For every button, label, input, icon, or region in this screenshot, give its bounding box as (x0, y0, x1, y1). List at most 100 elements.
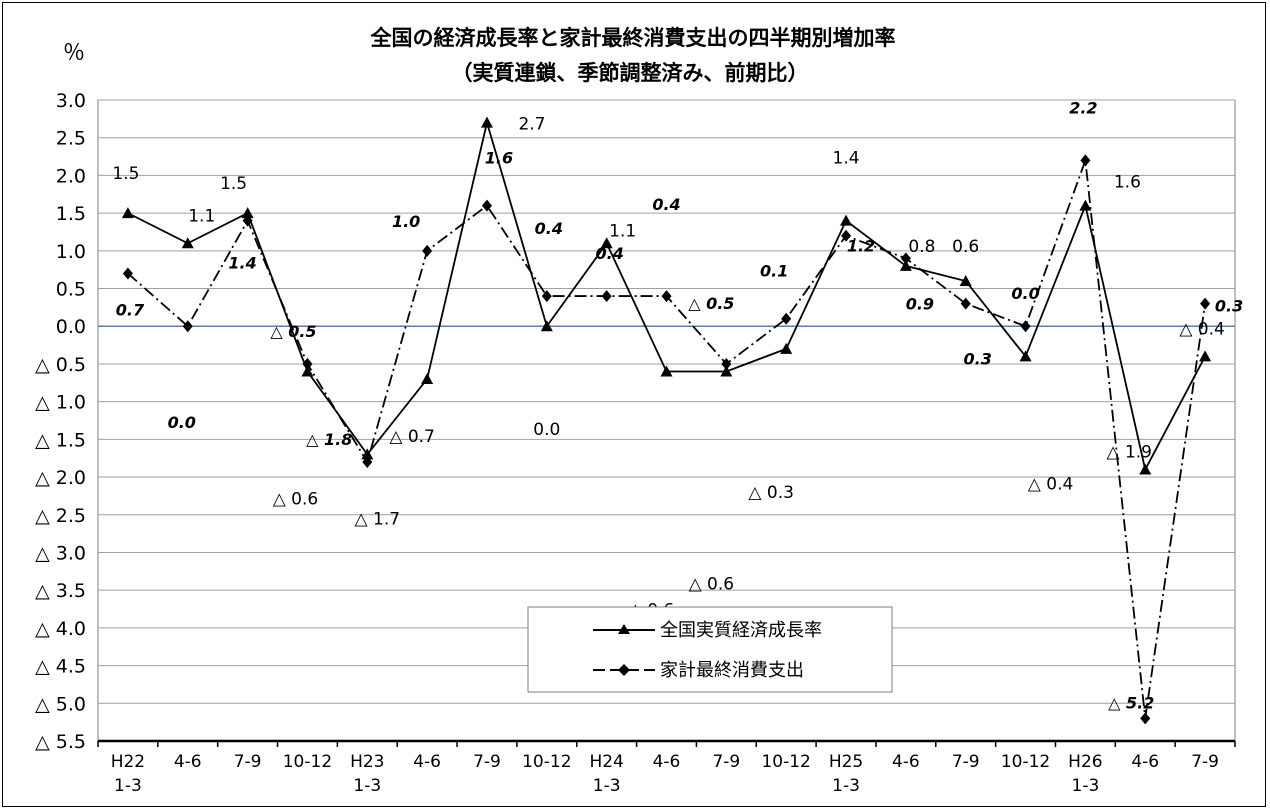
y-tick-label: △ 1.5 (35, 429, 86, 451)
data-point-household (481, 199, 492, 212)
data-label-gdp: 1.1 (188, 206, 215, 226)
data-label-household: 0.1 (760, 262, 788, 281)
data-label-household: 0.0 (168, 413, 196, 432)
data-label-gdp: 2.7 (518, 115, 545, 135)
y-tick-label: △ 4.0 (35, 618, 86, 640)
data-label-household: △ 0.5 (270, 322, 316, 341)
data-point-gdp (600, 237, 613, 249)
x-tick-label: 7-9 (1191, 752, 1219, 772)
data-point-gdp (840, 214, 853, 226)
x-tick-label: H22 (111, 752, 145, 772)
legend-marker-gdp (618, 624, 630, 634)
y-tick-label: △ 4.5 (35, 656, 86, 678)
y-tick-label: 2.0 (56, 165, 86, 187)
data-label-household: △ 5.2 (1108, 693, 1154, 712)
x-tick-label: 10-12 (761, 752, 810, 772)
data-label-gdp: △ 1.7 (355, 509, 401, 529)
y-tick-label: 1.5 (56, 203, 86, 225)
data-label-gdp: 1.1 (609, 221, 636, 241)
gridlines (97, 99, 1236, 742)
data-point-gdp (1079, 199, 1092, 211)
data-point-household (182, 320, 193, 333)
y-tick-label: △ 3.0 (35, 542, 86, 564)
data-label-gdp: 0.8 (908, 237, 935, 257)
x-tick-sublabel: 1-3 (353, 776, 381, 796)
y-tick-label: 3.0 (56, 90, 86, 112)
data-point-household (900, 252, 911, 265)
data-point-gdp (720, 365, 733, 377)
x-tick-label: H25 (829, 752, 863, 772)
data-label-household: 0.4 (595, 244, 623, 263)
data-label-gdp: △ 0.3 (748, 483, 794, 503)
data-label-gdp: 1.5 (220, 174, 247, 194)
data-point-household (601, 290, 612, 303)
y-tick-label: △ 1.0 (35, 392, 86, 414)
data-point-gdp (181, 237, 194, 249)
y-tick-label: △ 2.0 (35, 467, 86, 489)
data-point-household (1080, 154, 1091, 167)
x-tick-label: 7-9 (473, 752, 501, 772)
data-label-gdp: △ 1.9 (1106, 443, 1152, 463)
data-point-household (841, 229, 852, 242)
x-tick-label: 7-9 (712, 752, 740, 772)
data-label-household: 1.6 (485, 149, 513, 168)
x-axis-ticks: H22 1-3 4-6 7-9 10-12 H23 1-3 4-6 7-9 10-12 H24 1-3… (97, 739, 1236, 796)
data-label-household: 0.3 (1215, 297, 1243, 316)
x-tick-label: 10-12 (1001, 752, 1050, 772)
data-point-household (1200, 297, 1211, 310)
data-point-gdp (899, 259, 912, 271)
data-point-household (721, 357, 732, 370)
data-point-household (122, 267, 133, 280)
y-axis-unit-label: ％ (63, 41, 85, 66)
data-label-household: 0.4 (535, 219, 563, 238)
x-tick-label: 4-6 (1131, 752, 1159, 772)
x-tick-label: 10-12 (522, 752, 571, 772)
data-label-gdp: △ 0.6 (689, 574, 735, 594)
data-point-gdp (241, 207, 254, 219)
data-point-gdp (1139, 463, 1152, 475)
x-tick-sublabel: 1-3 (593, 776, 621, 796)
data-point-gdp (660, 365, 673, 377)
data-point-household (541, 290, 552, 303)
data-labels: 1.51.11.5△ 0.6△ 1.7△ 0.72.70.01.1△ 0.6△ … (112, 98, 1243, 712)
data-point-household (362, 455, 373, 468)
x-tick-label: 4-6 (653, 752, 681, 772)
data-point-gdp (540, 320, 553, 332)
data-label-household: △ 1.8 (306, 430, 352, 449)
data-point-household (422, 244, 433, 257)
y-tick-label: △ 0.5 (35, 354, 86, 376)
data-label-household: 1.2 (847, 237, 875, 256)
x-tick-label: 10-12 (283, 752, 332, 772)
data-label-household: 0.7 (116, 300, 145, 319)
data-label-gdp: 1.4 (833, 149, 860, 169)
data-point-household (302, 357, 313, 370)
data-point-household (1140, 712, 1151, 725)
data-point-gdp (1019, 350, 1032, 362)
data-label-gdp: 1.6 (1114, 173, 1141, 193)
data-point-household (960, 297, 971, 310)
x-tick-label: 4-6 (413, 752, 441, 772)
legend-box (527, 606, 893, 693)
y-tick-label: 0.0 (56, 316, 86, 338)
data-label-gdp: △ 0.4 (1179, 319, 1225, 339)
legend-label-household: 家計最終消費支出 (660, 660, 804, 681)
y-tick-label: 1.0 (56, 241, 86, 263)
data-label-household: 0.3 (964, 350, 992, 369)
data-label-gdp: 0.6 (952, 237, 979, 257)
data-point-gdp (959, 274, 972, 286)
x-tick-label: H24 (589, 752, 623, 772)
data-label-household: 2.2 (1069, 98, 1097, 117)
y-tick-label: △ 3.5 (35, 580, 86, 602)
y-tick-label: △ 2.5 (35, 505, 86, 527)
y-tick-label: △ 5.0 (35, 693, 86, 715)
x-tick-sublabel: 1-3 (832, 776, 860, 796)
x-tick-label: 7-9 (234, 752, 262, 772)
data-point-household (1020, 320, 1031, 333)
data-point-household (661, 290, 672, 303)
data-point-household (781, 312, 792, 325)
data-label-household: △ 0.5 (688, 294, 734, 313)
legend-marker-household (618, 664, 630, 676)
data-label-gdp: △ 0.4 (1028, 474, 1074, 494)
x-tick-sublabel: 1-3 (1072, 776, 1100, 796)
